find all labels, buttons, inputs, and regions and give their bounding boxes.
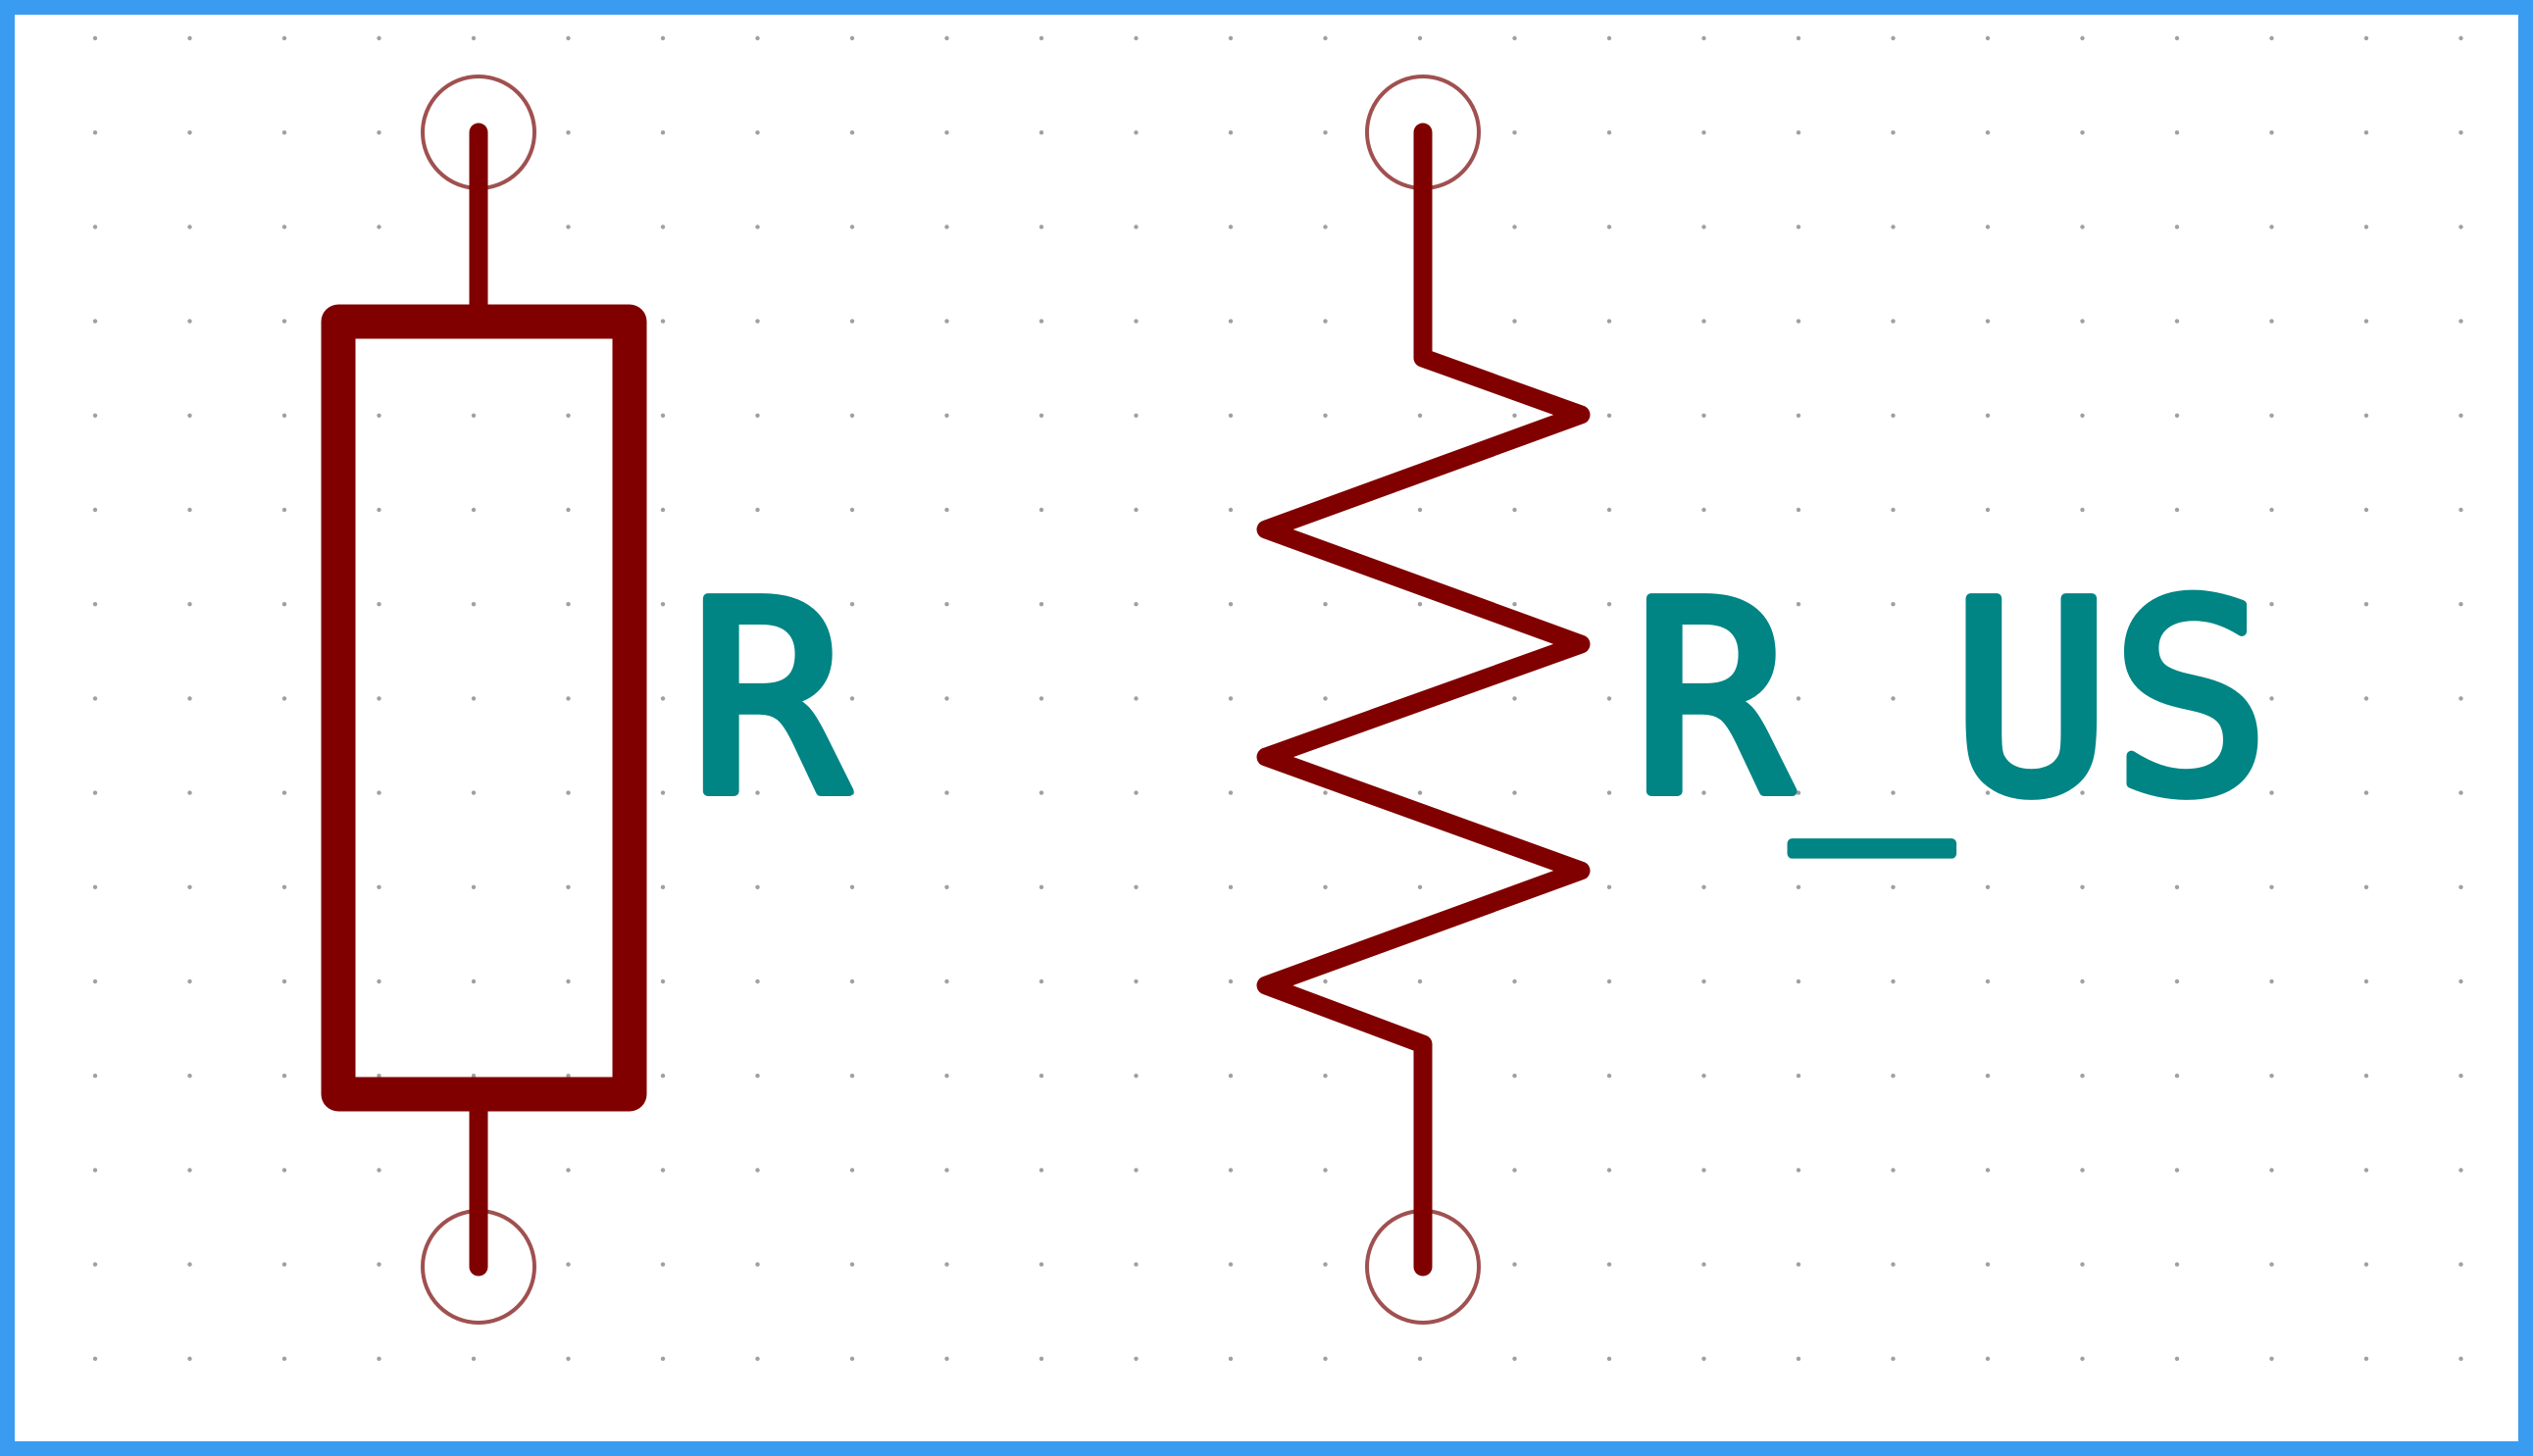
schematic-sheet[interactable]: R R_US xyxy=(15,15,2518,1441)
grid-dots xyxy=(92,35,2463,1362)
reference-label-r[interactable]: R xyxy=(684,540,856,859)
resistor-symbol-r-us[interactable]: R_US xyxy=(1256,75,2275,1325)
resistor-body-rectangle xyxy=(321,304,647,1112)
resistor-symbol-r[interactable]: R xyxy=(321,75,856,1325)
resistor-zigzag xyxy=(1256,123,1591,1277)
reference-label-r-us[interactable]: R_US xyxy=(1628,540,2275,863)
